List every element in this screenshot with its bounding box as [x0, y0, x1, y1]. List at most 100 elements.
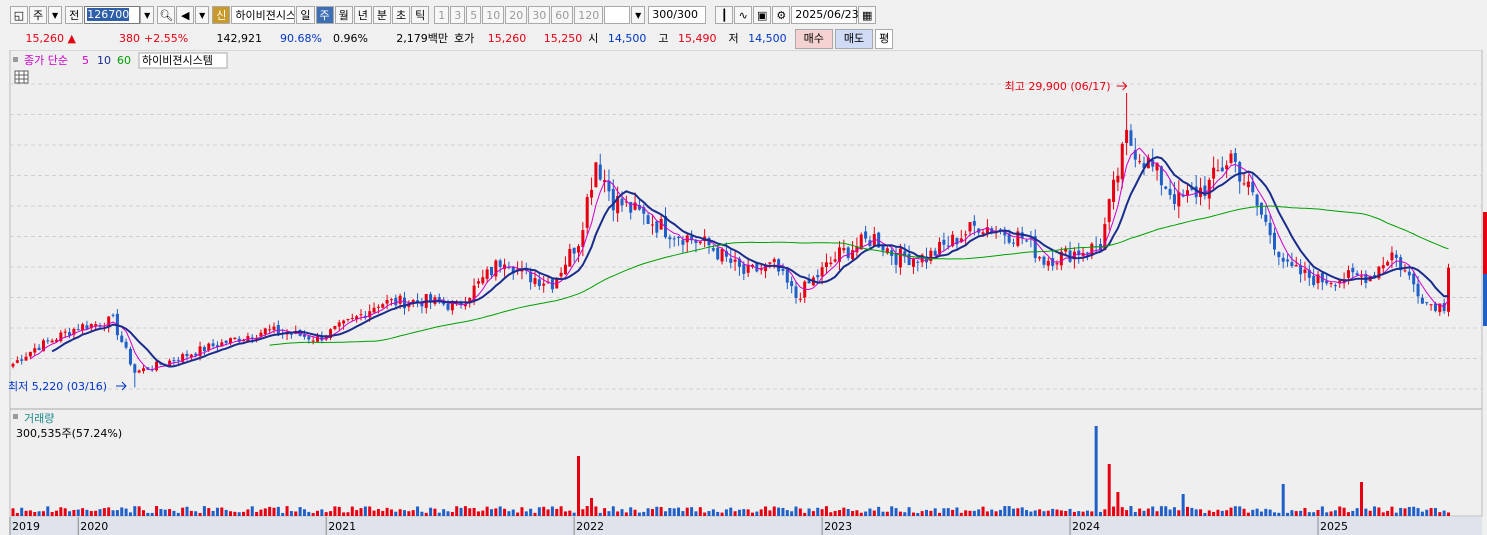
candle-body	[938, 241, 942, 255]
search-icon[interactable]: 🔍︎	[157, 6, 176, 24]
new-badge: 신	[212, 6, 231, 24]
interval-30[interactable]: 30	[528, 6, 551, 24]
candle-body	[1333, 285, 1337, 287]
candle-body	[472, 285, 476, 301]
period-select[interactable]: 주	[29, 6, 48, 24]
volume-bar	[498, 506, 502, 516]
volume-bar	[198, 512, 202, 516]
interval-20[interactable]: 20	[505, 6, 528, 24]
volume-bar	[133, 506, 137, 516]
volume-bar	[255, 511, 259, 516]
candle-body	[598, 164, 602, 180]
period-dropdown-icon[interactable]: ▼	[48, 6, 63, 24]
volume-bar	[146, 512, 150, 516]
volume-bar	[594, 506, 598, 516]
volume-bar	[585, 506, 589, 516]
volume-bar	[1433, 508, 1437, 516]
candle-body	[128, 348, 132, 365]
volume-marker-icon	[13, 414, 18, 419]
candle-body	[259, 332, 263, 337]
buy-button[interactable]: 매수	[794, 29, 833, 49]
volume-bar	[1225, 510, 1229, 516]
volume-bar	[772, 506, 776, 516]
candle-body	[1281, 257, 1285, 262]
tab-week[interactable]: 주	[315, 6, 334, 24]
volume-bar	[985, 511, 989, 516]
volume-bar	[1416, 508, 1420, 516]
volume-bar	[98, 509, 102, 516]
interval-3[interactable]: 3	[450, 6, 466, 24]
volume-bar	[563, 511, 567, 516]
window-icon[interactable]: ◱	[10, 6, 28, 24]
grid-lines	[10, 83, 1482, 390]
candle-body	[1242, 183, 1246, 185]
candle-body	[263, 328, 267, 335]
candle-body	[76, 329, 80, 331]
line-type-icon[interactable]: ∿	[734, 6, 753, 24]
candle-body	[590, 189, 594, 198]
year-labels: 2019 2020 2021 2022 2023 2024 2025	[9, 517, 1348, 535]
candle-type-icon[interactable]: ┃	[715, 6, 734, 24]
speaker-icon[interactable]: ◀	[176, 6, 195, 24]
volume-bar	[433, 508, 437, 516]
volume-bar	[929, 510, 933, 516]
interval-5[interactable]: 5	[466, 6, 482, 24]
candle-body	[202, 346, 206, 352]
year-label: 2021	[328, 520, 356, 533]
candle-body	[1290, 262, 1294, 267]
volume-bar	[620, 509, 624, 516]
volume-readout: 300,535주(57.24%)	[16, 427, 122, 440]
tab-minute[interactable]: 분	[372, 6, 391, 24]
volume-bar	[1016, 508, 1020, 516]
candle-body	[572, 247, 576, 254]
prev-button[interactable]: 전	[65, 6, 84, 24]
candle-body	[907, 253, 911, 266]
volume-bar	[785, 510, 789, 516]
volume-bar	[511, 509, 515, 516]
legend-stock-name: 하이비젼시스템	[142, 53, 213, 67]
interval-1[interactable]: 1	[434, 6, 450, 24]
tab-year[interactable]: 년	[353, 6, 372, 24]
candle-body	[1159, 166, 1163, 186]
interval-10[interactable]: 10	[482, 6, 505, 24]
save-icon[interactable]: ▣	[753, 6, 772, 24]
count-input[interactable]: 300/300	[648, 6, 707, 24]
date-input[interactable]: 2025/06/23	[791, 6, 859, 24]
interval-dropdown-icon[interactable]: ▼	[631, 6, 646, 24]
interval-input[interactable]	[604, 6, 631, 24]
volume-bar	[994, 511, 998, 516]
table-icon[interactable]	[14, 70, 29, 84]
volume-bar	[746, 509, 750, 516]
candle-body	[772, 259, 776, 262]
interval-120[interactable]: 120	[574, 6, 604, 24]
calendar-icon[interactable]: ▦	[858, 6, 877, 24]
candle-body	[24, 356, 28, 361]
candle-body	[224, 340, 228, 343]
volume-bar	[468, 508, 472, 516]
gear-icon[interactable]: ⚙	[772, 6, 791, 24]
volume-bar	[268, 506, 272, 516]
candle-body	[1164, 186, 1168, 189]
volume-bar	[964, 510, 968, 516]
volume-bar	[1081, 511, 1085, 516]
legend-marker-icon	[13, 57, 18, 62]
price-chart[interactable]: 종가 단순 5 10 60 하이비젼시스템 최고 29,900 (06/17) …	[0, 50, 1487, 535]
volume-bar	[642, 511, 646, 516]
volume-bar	[1420, 511, 1424, 516]
candle-body	[1168, 188, 1172, 195]
volume-bar	[1151, 506, 1155, 516]
tab-day[interactable]: 일	[296, 6, 315, 24]
tab-month[interactable]: 월	[334, 6, 353, 24]
code-dropdown-icon[interactable]: ▼	[140, 6, 155, 24]
average-button[interactable]: 평	[875, 29, 894, 49]
candle-body	[446, 303, 450, 310]
candle-body	[720, 249, 724, 262]
code-input[interactable]: 126700	[84, 6, 141, 24]
candle-body	[981, 232, 985, 235]
tab-second[interactable]: 초	[392, 6, 411, 24]
tab-tick[interactable]: 틱	[411, 6, 430, 24]
speaker-dropdown-icon[interactable]: ▼	[195, 6, 210, 24]
interval-60[interactable]: 60	[551, 6, 574, 24]
sell-button[interactable]: 매도	[834, 29, 874, 49]
candle-body	[342, 320, 346, 324]
